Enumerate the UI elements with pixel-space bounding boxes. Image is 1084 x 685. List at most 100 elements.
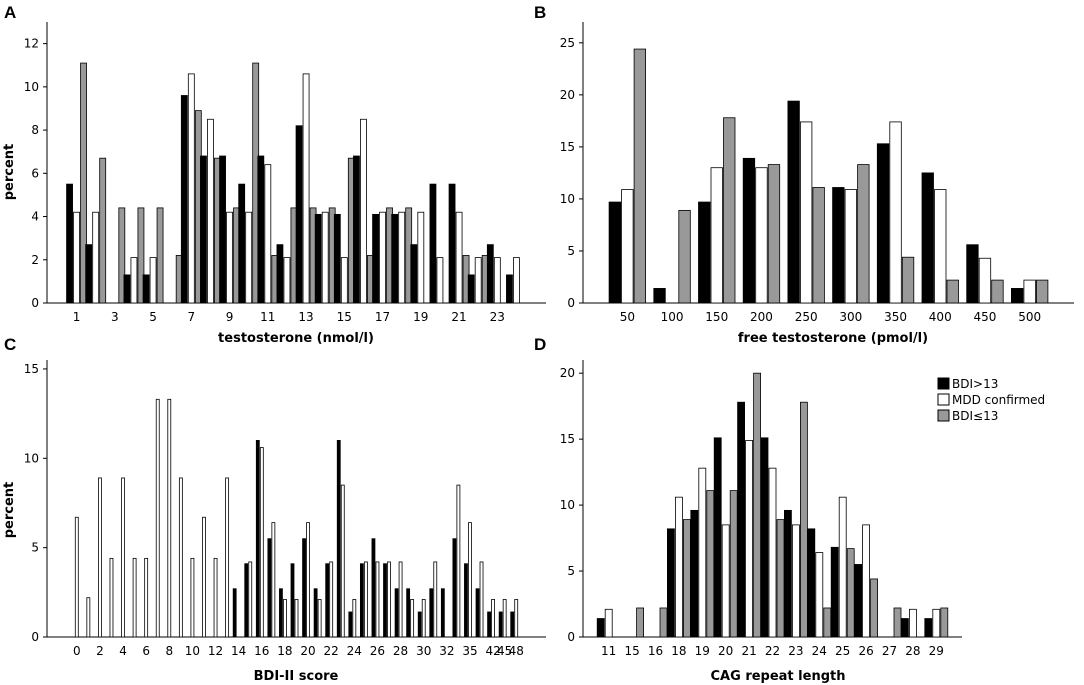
panel-c-bar-bdi-high (406, 588, 411, 638)
panel-a-bar-bdi-high (295, 125, 303, 304)
panel-d-x-tick-label: 23 (788, 644, 803, 658)
panel-c-x-tick-label: 8 (165, 644, 173, 658)
panel-a-bar-mdd-confirmed (340, 257, 348, 304)
panel-c-x-tick-label: 6 (142, 644, 150, 658)
legend-label-mdd-confirmed: MDD confirmed (952, 393, 1045, 407)
panel-c-bar-mdd-confirmed (421, 599, 426, 638)
panel-c-bar-mdd-confirmed (178, 477, 183, 638)
panel-a-bar-bdi-low (80, 62, 87, 304)
panel-a-bar-bdi-high (219, 155, 226, 304)
panel-a-bar-mdd-confirmed (436, 257, 444, 304)
panel-a: A percent testosterone (nmol/l) 0 2 4 6 8 10 1… (2, 3, 546, 346)
panel-d-bar-mdd-confirmed (604, 608, 613, 638)
panel-c-bar-mdd-confirmed (456, 484, 461, 638)
panel-c-x-tick-label: 16 (254, 644, 269, 658)
panel-c-bar-bdi-high (510, 611, 515, 638)
panel-b-bar-mdd-confirmed (978, 257, 992, 304)
panel-a-bar-bdi-high (238, 183, 246, 304)
legend-swatch-mdd-confirmed (937, 393, 950, 406)
panel-a-bar-bdi-high (314, 213, 322, 304)
panel-c-bar-mdd-confirmed (363, 561, 368, 638)
panel-b-bar-mdd-confirmed (1023, 279, 1036, 304)
panel-a-bar-mdd-confirmed (455, 211, 463, 304)
panel-b-x-tick-label: 200 (750, 310, 773, 324)
panel-a-bar-bdi-high (333, 213, 341, 304)
panel-d-x-tick-label: 15 (624, 644, 639, 658)
panel-c-bar-mdd-confirmed (190, 557, 195, 638)
panel-d-y-tick-label: 20 (560, 366, 575, 380)
panel-a-bar-bdi-high (123, 274, 131, 304)
legend: BDI>13 MDD confirmed BDI≤13 (937, 377, 1045, 423)
panel-c-bar-mdd-confirmed (375, 561, 380, 638)
panel-c-bar-mdd-confirmed (98, 477, 102, 638)
panel-b-bar-bdi-high (832, 187, 845, 304)
panel-a-x-tick-label: 23 (490, 310, 505, 324)
panel-a-bar-mdd-confirmed (245, 211, 253, 304)
panel-b-bar-bdi-low (1036, 279, 1049, 304)
panel-a-bar-mdd-confirmed (283, 257, 291, 304)
panel-c-bar-mdd-confirmed (387, 561, 391, 638)
panel-c-bar-mdd-confirmed (283, 599, 287, 638)
panel-c-bar-bdi-high (440, 588, 445, 638)
panel-d-bar-bdi-high (807, 528, 816, 638)
panel-b-y-tick-label: 5 (567, 244, 575, 258)
panel-a-x-tick-label: 19 (413, 310, 428, 324)
panel-a-y-tick-label: 4 (31, 210, 39, 224)
panel-a-bar-mdd-confirmed (264, 164, 272, 304)
panel-d-bar-bdi-low (706, 490, 715, 638)
panel-d-bar-bdi-low (683, 519, 691, 638)
panel-b-bar-bdi-low (767, 164, 781, 304)
panel-c-bar-mdd-confirmed (514, 599, 519, 638)
panel-a-bar-mdd-confirmed (474, 257, 482, 304)
panel-a-bar-bdi-high (391, 213, 399, 304)
panel-b-bar-mdd-confirmed (800, 121, 813, 304)
panel-d-bar-mdd-confirmed (698, 467, 707, 638)
panel-c-bar-mdd-confirmed (202, 516, 206, 638)
panel-c-bar-bdi-high (255, 440, 260, 638)
panel-a-x-tick-label: 21 (451, 310, 466, 324)
panel-c-x-tick-label: 32 (439, 644, 454, 658)
panel-c-bar-mdd-confirmed (410, 599, 415, 638)
panel-c-bar-bdi-high (325, 563, 330, 638)
panel-b-bar-bdi-low (723, 117, 736, 304)
panel-c-x-tick-label: 48 (509, 644, 524, 658)
panel-a-bar-bdi-high (180, 95, 188, 304)
panel-c-bar-bdi-high (336, 440, 341, 638)
panel-c-x-tick-label: 10 (185, 644, 200, 658)
panel-b-y-tick-label: 0 (567, 296, 575, 310)
panel-b-bar-bdi-high (608, 201, 621, 304)
panel-d-x-tick-label: 19 (695, 644, 710, 658)
panel-c-bar-mdd-confirmed (225, 477, 230, 638)
panel-b-bar-bdi-high (921, 172, 934, 304)
panel-d-bar-bdi-low (846, 548, 855, 638)
panel-d-bar-bdi-low (776, 519, 785, 638)
panel-c-x-tick-label: 4 (119, 644, 127, 658)
panel-d-bar-bdi-low (636, 607, 644, 638)
panel-c-bar-mdd-confirmed (155, 398, 160, 638)
panel-c-bar-mdd-confirmed (167, 398, 172, 638)
panel-d-x-tick-label: 25 (835, 644, 850, 658)
panel-d-bar-mdd-confirmed (745, 440, 753, 638)
panel-a-x-axis-title: testosterone (nmol/l) (218, 331, 374, 346)
panel-a-bar-bdi-high (353, 155, 360, 304)
panel-d-bar-mdd-confirmed (792, 524, 800, 638)
panel-c-x-tick-label: 2 (96, 644, 104, 658)
panel-b-bar-bdi-high (1011, 288, 1024, 304)
panel-d-letter: D (534, 335, 546, 354)
panel-d-x-tick-label: 18 (671, 644, 686, 658)
panel-a-bar-bdi-high (85, 244, 93, 304)
panel-d-bar-bdi-high (854, 564, 862, 638)
panel-c-bar-mdd-confirmed (340, 484, 345, 638)
panel-a-x-tick-label: 11 (260, 310, 275, 324)
panel-d-x-tick-label: 22 (765, 644, 780, 658)
panel-d-bar-bdi-high (737, 401, 745, 638)
panel-d-bar-bdi-high (690, 509, 699, 638)
panel-a-bar-bdi-high (372, 213, 379, 304)
panel-c-bar-mdd-confirmed (86, 597, 91, 638)
panel-d-y-tick-label: 0 (567, 630, 575, 644)
panel-d-y-tick-label: 15 (560, 432, 575, 446)
panel-b-bar-bdi-high (787, 100, 800, 304)
panel-b-bar-bdi-low (812, 187, 825, 304)
panel-c-x-tick-label: 24 (347, 644, 362, 658)
